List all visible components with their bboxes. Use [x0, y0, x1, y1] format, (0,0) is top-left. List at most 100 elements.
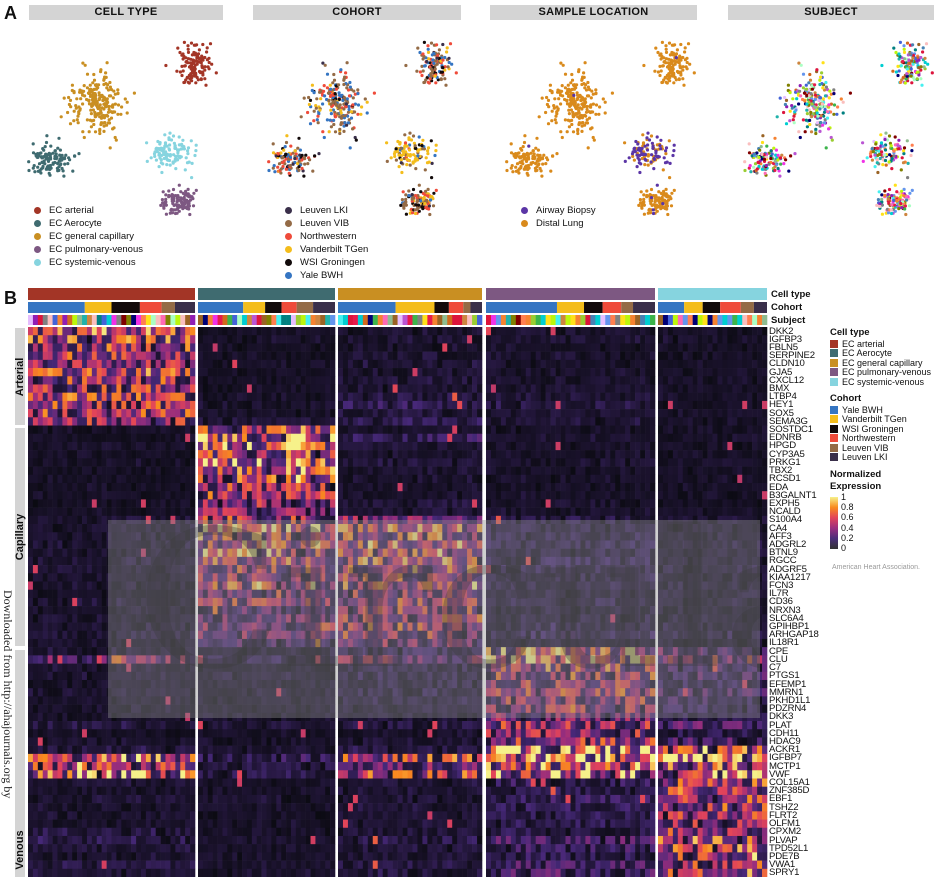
heatmap-cell — [91, 794, 98, 804]
heatmap-cell — [57, 655, 63, 664]
umap-point — [170, 193, 174, 197]
heatmap-cell — [150, 351, 156, 361]
heatmap-cell — [42, 696, 48, 705]
umap-point — [43, 145, 47, 149]
heatmap-cell — [86, 712, 93, 722]
umap-point — [123, 97, 127, 101]
heatmap-cell — [175, 409, 181, 418]
heatmap-cell — [106, 384, 112, 393]
heatmap-cell — [111, 384, 117, 393]
umap-point — [788, 91, 792, 95]
heatmap-cell — [47, 786, 53, 796]
heatmap-cell — [180, 466, 186, 476]
heatmap-cell — [77, 794, 83, 804]
heatmap-cell — [82, 803, 88, 812]
heatmap-cell — [91, 466, 98, 476]
heatmap-cell — [72, 368, 78, 377]
heatmap-cell — [145, 409, 152, 418]
heatmap-cell — [67, 835, 73, 845]
umap-point — [85, 86, 89, 90]
umap-point — [805, 125, 809, 129]
heatmap-cell — [86, 581, 93, 590]
heatmap-cell — [116, 778, 122, 787]
heatmap-cell — [77, 786, 83, 796]
heatmap-cell — [140, 540, 147, 549]
umap-point — [102, 129, 106, 133]
umap-point — [890, 146, 894, 150]
heatmap-cell — [140, 458, 147, 467]
heatmap-cell — [52, 786, 58, 796]
heatmap-cell — [170, 376, 176, 385]
umap-point — [821, 86, 825, 90]
heatmap-cell — [140, 409, 147, 418]
heatmap-cell — [96, 638, 102, 648]
heatmap-cell — [32, 507, 39, 517]
heatmap-cell — [111, 392, 117, 402]
heatmap-cell — [145, 745, 152, 755]
heatmap-cell — [145, 548, 152, 558]
heatmap-cell — [175, 745, 181, 755]
subject-annotation-cell — [42, 315, 48, 325]
umap-point — [178, 50, 182, 55]
heatmap-cell — [155, 425, 161, 435]
heatmap-cell — [180, 753, 186, 763]
heatmap-cell — [155, 819, 161, 829]
heatmap-cell — [165, 819, 171, 829]
heatmap-cell — [126, 343, 132, 352]
heatmap-cell — [121, 827, 127, 837]
umap-point — [786, 83, 790, 87]
umap-point — [60, 158, 64, 162]
heatmap-cell — [155, 565, 161, 574]
heatmap-cell — [180, 729, 186, 738]
umap-point — [905, 41, 910, 45]
umap-point — [883, 148, 888, 152]
heatmap-cell — [116, 745, 122, 755]
heatmap-cell — [32, 811, 39, 820]
heatmap-cell — [126, 819, 132, 829]
heatmap-cell — [91, 491, 98, 500]
heatmap-cell — [72, 622, 78, 632]
heatmap-cell — [155, 540, 161, 549]
heatmap-cell — [111, 540, 117, 549]
heatmap-cell — [121, 679, 127, 689]
heatmap-cell — [42, 368, 48, 377]
heatmap-cell — [82, 507, 88, 517]
heatmap-cell — [170, 507, 176, 517]
heatmap-cell — [47, 556, 53, 566]
umap-point — [897, 207, 901, 211]
heatmap-cell — [185, 844, 191, 853]
heatmap-cell — [72, 819, 78, 829]
heatmap-cell — [136, 778, 142, 787]
heatmap-cell — [175, 400, 181, 410]
heatmap-cell — [185, 663, 191, 673]
heatmap-cell — [28, 458, 34, 467]
heatmap-cell — [136, 671, 142, 681]
heatmap-cell — [62, 811, 68, 820]
heatmap-cell — [62, 573, 68, 582]
heatmap-cell — [32, 540, 39, 549]
heatmap-cell — [91, 548, 98, 558]
heatmap-cell — [52, 515, 58, 525]
heatmap-cell — [72, 507, 78, 517]
heatmap-cell — [150, 548, 156, 558]
heatmap-cell — [91, 835, 98, 845]
umap-point — [186, 57, 191, 61]
heatmap-cell — [131, 499, 137, 508]
umap-point — [66, 162, 70, 166]
heatmap-cell — [82, 762, 88, 771]
heatmap-cell — [37, 786, 44, 796]
heatmap-cell — [37, 425, 44, 435]
umap-point — [164, 197, 168, 201]
heatmap-cell — [136, 589, 142, 599]
heatmap-cell — [145, 466, 152, 476]
heatmap-cell — [86, 565, 93, 574]
umap-point — [179, 199, 183, 203]
heatmap-cell — [72, 663, 78, 673]
umap-point — [891, 69, 895, 73]
heatmap-cell — [101, 540, 107, 549]
umap-point — [201, 42, 205, 47]
heatmap-cell — [131, 663, 137, 673]
umap-point — [27, 160, 31, 164]
heatmap-cell — [96, 630, 102, 640]
cohort-annotation-bar — [161, 302, 175, 313]
